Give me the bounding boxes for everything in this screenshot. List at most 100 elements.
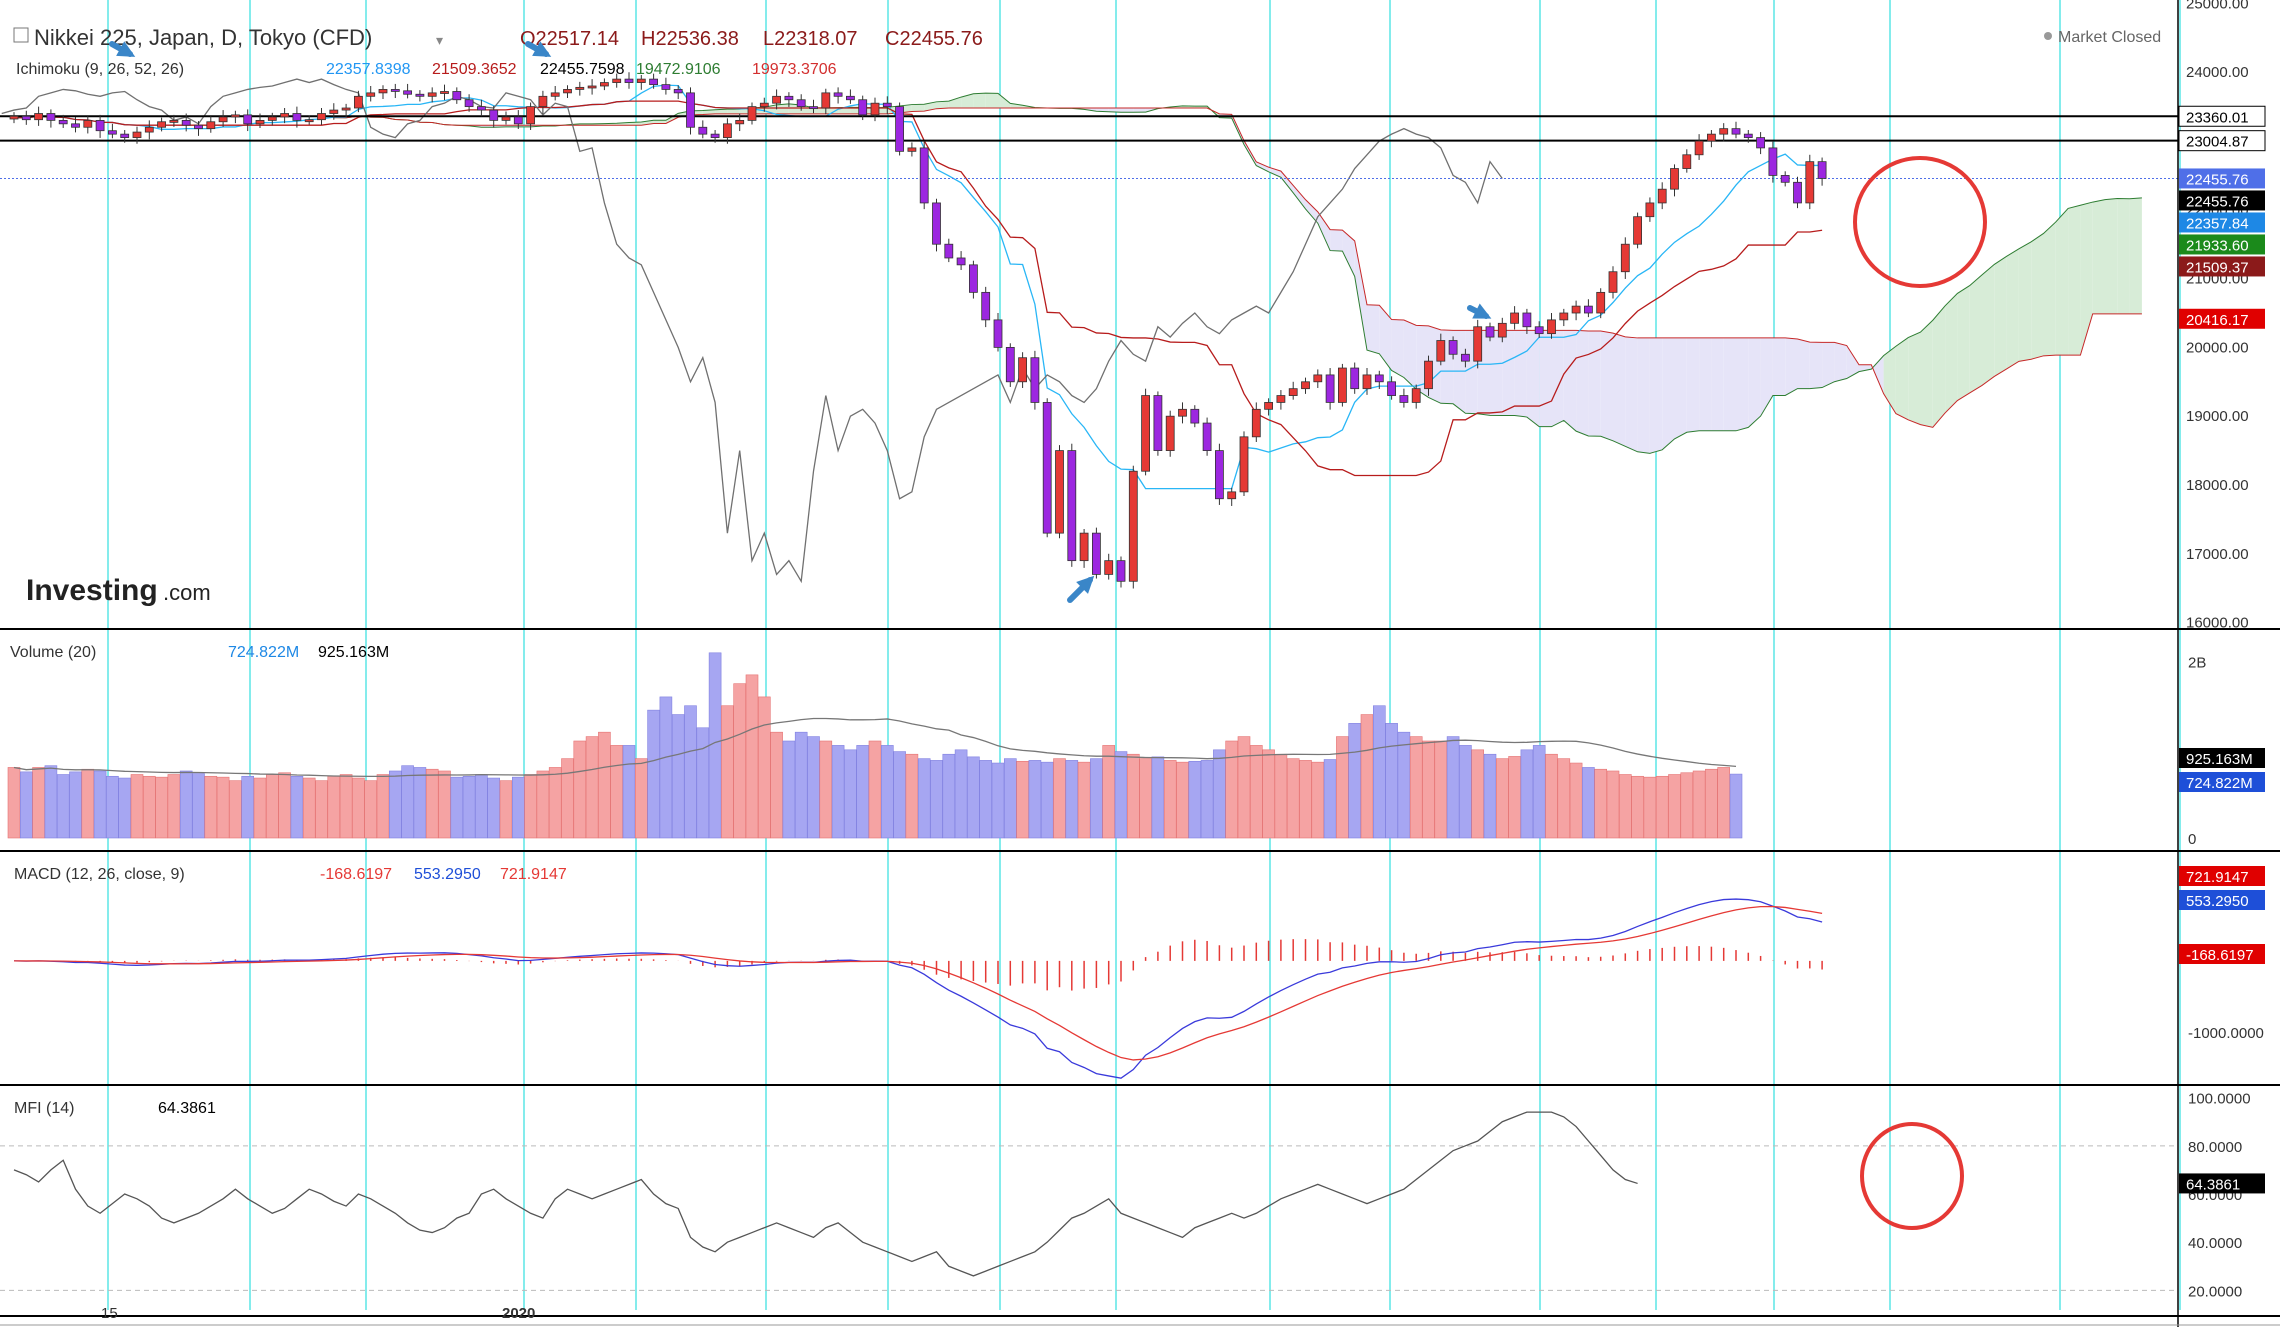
candle[interactable]: [1067, 443, 1077, 567]
mfi-pane[interactable]: MFI (14) 64.3861100.000080.000060.000040.…: [0, 1091, 2265, 1301]
candle[interactable]: [1325, 368, 1335, 410]
candle[interactable]: [366, 85, 376, 102]
candle[interactable]: [1301, 377, 1310, 394]
candle[interactable]: [673, 85, 683, 100]
candle[interactable]: [1547, 313, 1556, 339]
candle[interactable]: [1645, 197, 1655, 222]
candle[interactable]: [390, 83, 400, 99]
candle[interactable]: [1805, 154, 1815, 210]
candle[interactable]: [1141, 388, 1150, 476]
macd-pane[interactable]: MACD (12, 26, close, 9) -168.6197 553.2950…: [13, 866, 2265, 1079]
candle[interactable]: [747, 102, 757, 125]
mfi-label[interactable]: MFI (14): [14, 1100, 74, 1117]
candle[interactable]: [1510, 306, 1519, 330]
candle[interactable]: [58, 114, 68, 128]
candle[interactable]: [600, 78, 609, 91]
candle[interactable]: [1288, 381, 1298, 400]
candle[interactable]: [329, 103, 339, 120]
candle[interactable]: [1522, 308, 1532, 334]
candle[interactable]: [821, 88, 831, 115]
candle[interactable]: [489, 105, 499, 128]
candle[interactable]: [21, 110, 31, 125]
candle[interactable]: [1018, 352, 1027, 388]
candle[interactable]: [95, 114, 105, 138]
candle[interactable]: [649, 73, 658, 89]
candle[interactable]: [587, 79, 597, 95]
candle[interactable]: [1411, 384, 1421, 409]
candle[interactable]: [464, 94, 474, 112]
candle[interactable]: [415, 90, 425, 102]
candle[interactable]: [1165, 410, 1175, 457]
candle[interactable]: [932, 198, 941, 252]
candle[interactable]: [1313, 369, 1323, 388]
candle[interactable]: [452, 87, 462, 104]
candle[interactable]: [1461, 348, 1470, 368]
candle[interactable]: [882, 96, 892, 114]
candle[interactable]: [317, 108, 326, 125]
candle[interactable]: [907, 142, 917, 157]
candle[interactable]: [809, 99, 818, 114]
candle[interactable]: [1707, 130, 1716, 148]
candle[interactable]: [1473, 319, 1483, 369]
candle[interactable]: [120, 130, 130, 143]
candle[interactable]: [981, 286, 991, 328]
candle[interactable]: [1215, 443, 1224, 505]
candle[interactable]: [1448, 336, 1458, 360]
candle[interactable]: [698, 120, 708, 139]
candle[interactable]: [280, 108, 290, 124]
macd-label[interactable]: MACD (12, 26, close, 9): [14, 866, 185, 883]
candle[interactable]: [1399, 388, 1409, 408]
candle[interactable]: [538, 90, 548, 114]
candle[interactable]: [1780, 171, 1790, 187]
candle[interactable]: [206, 116, 216, 133]
candle[interactable]: [1092, 527, 1101, 579]
candle[interactable]: [218, 110, 228, 127]
volume-pane[interactable]: Volume (20) 724.822M 925.163M 2B 0 925.163M 72…: [7, 644, 2265, 848]
candle[interactable]: [1276, 390, 1286, 410]
candle[interactable]: [1756, 132, 1765, 155]
candle[interactable]: [1030, 350, 1040, 410]
candle[interactable]: [1227, 487, 1237, 506]
candle[interactable]: [157, 117, 167, 132]
candle[interactable]: [1485, 322, 1495, 342]
price-pane[interactable]: 25000.0024000.0023000.0022000.0021000.00…: [0, 0, 2266, 632]
candle[interactable]: [1104, 553, 1114, 580]
candle[interactable]: [292, 106, 302, 128]
candle[interactable]: [1817, 157, 1827, 186]
chevron-down-icon[interactable]: ▾: [436, 32, 443, 48]
candle[interactable]: [1768, 141, 1778, 183]
candle[interactable]: [1793, 176, 1802, 209]
candle[interactable]: [1338, 363, 1347, 407]
candle[interactable]: [1694, 134, 1704, 160]
candle[interactable]: [686, 87, 695, 135]
candle[interactable]: [132, 126, 142, 144]
candle[interactable]: [526, 102, 535, 131]
candle[interactable]: [1670, 164, 1679, 197]
candle[interactable]: [1584, 299, 1593, 318]
candle[interactable]: [1497, 317, 1507, 343]
candle[interactable]: [230, 110, 240, 124]
candle[interactable]: [563, 85, 572, 99]
candle[interactable]: [46, 109, 56, 128]
candle[interactable]: [870, 97, 880, 122]
candle[interactable]: [1202, 417, 1212, 456]
candle[interactable]: [378, 85, 388, 100]
candle[interactable]: [735, 113, 745, 132]
candle[interactable]: [772, 89, 781, 110]
candle[interactable]: [1005, 343, 1015, 387]
candle[interactable]: [723, 118, 732, 144]
candle[interactable]: [1534, 321, 1544, 338]
candle[interactable]: [1239, 431, 1249, 496]
candle[interactable]: [993, 313, 1003, 352]
candle[interactable]: [1657, 182, 1667, 210]
candle[interactable]: [243, 109, 253, 132]
candle[interactable]: [341, 103, 351, 118]
candle[interactable]: [1362, 368, 1372, 395]
candle[interactable]: [1079, 529, 1089, 568]
collapse-icon[interactable]: [13, 27, 29, 43]
candle[interactable]: [1596, 288, 1606, 319]
candle[interactable]: [9, 112, 19, 124]
candle[interactable]: [944, 238, 954, 263]
candle[interactable]: [1424, 355, 1433, 396]
